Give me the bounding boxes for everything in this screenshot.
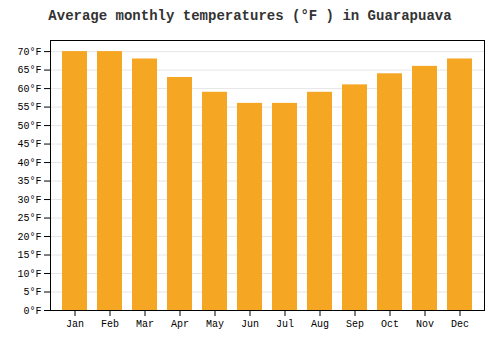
svg-text:May: May bbox=[206, 319, 224, 330]
svg-text:60°F: 60°F bbox=[17, 84, 41, 95]
html-text:Average monthly temperatures (: Average monthly temperatures (°F ) in Gu… bbox=[48, 8, 452, 24]
svg-text:35°F: 35°F bbox=[17, 176, 41, 187]
svg-text:5°F: 5°F bbox=[23, 287, 41, 298]
svg-text:25°F: 25°F bbox=[17, 213, 41, 224]
svg-text:Feb: Feb bbox=[101, 319, 119, 330]
svg-text:Oct: Oct bbox=[381, 319, 399, 330]
svg-text:Aug: Aug bbox=[311, 319, 329, 330]
svg-text:Mar: Mar bbox=[136, 319, 154, 330]
svg-text:20°F: 20°F bbox=[17, 232, 41, 243]
svg-text:Dec: Dec bbox=[451, 319, 469, 330]
svg-text:40°F: 40°F bbox=[17, 158, 41, 169]
svg-text:55°F: 55°F bbox=[17, 102, 41, 113]
svg-text:65°F: 65°F bbox=[17, 65, 41, 76]
svg-text:45°F: 45°F bbox=[17, 139, 41, 150]
svg-text:30°F: 30°F bbox=[17, 195, 41, 206]
svg-text:Jul: Jul bbox=[276, 319, 294, 330]
svg-text:Sep: Sep bbox=[346, 319, 364, 330]
svg-text:70°F: 70°F bbox=[17, 47, 41, 58]
svg-text:Jan: Jan bbox=[66, 319, 84, 330]
svg-text:10°F: 10°F bbox=[17, 269, 41, 280]
svg-text:Jun: Jun bbox=[241, 319, 259, 330]
svg-text:Apr: Apr bbox=[171, 319, 189, 330]
svg-text:15°F: 15°F bbox=[17, 250, 41, 261]
svg-text:Nov: Nov bbox=[416, 319, 434, 330]
svg-text:50°F: 50°F bbox=[17, 121, 41, 132]
svg-text:0°F: 0°F bbox=[23, 306, 41, 317]
